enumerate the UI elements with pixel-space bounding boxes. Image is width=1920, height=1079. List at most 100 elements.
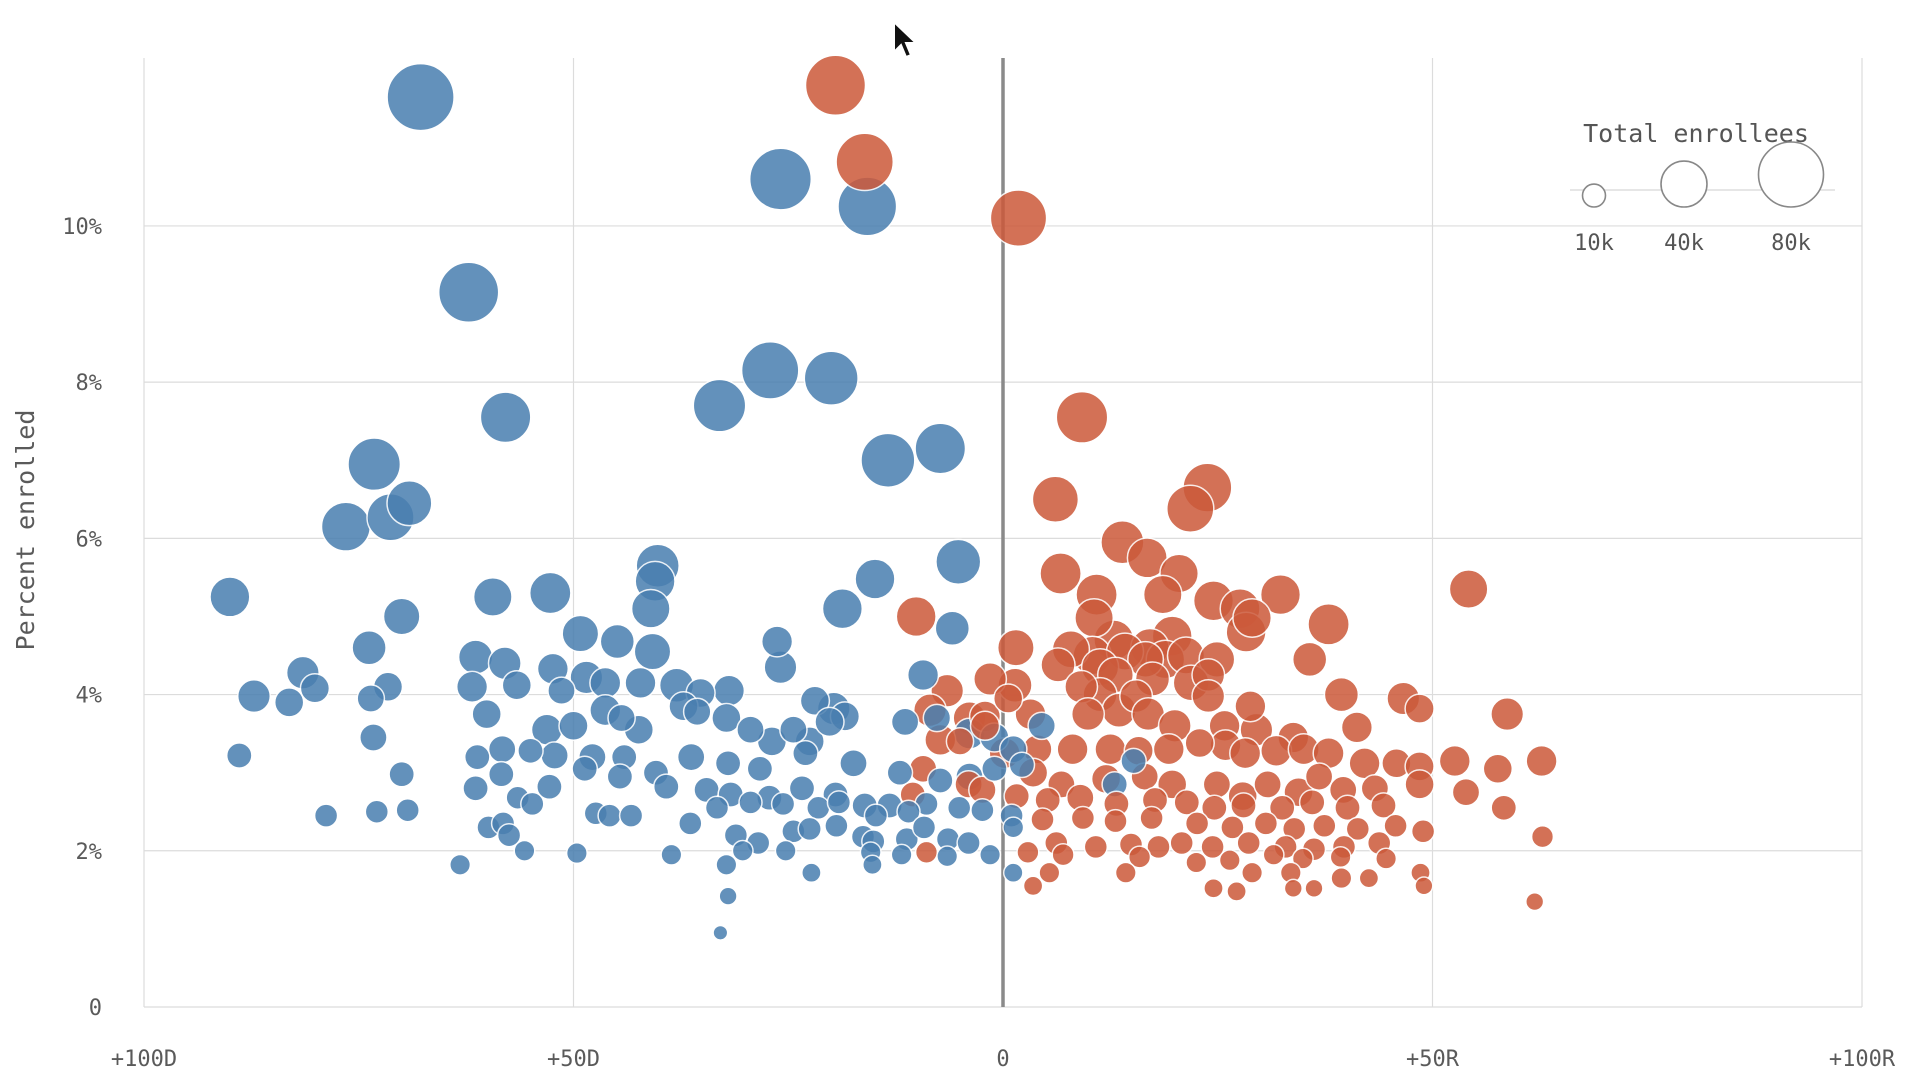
data-point-republican — [1232, 598, 1273, 638]
data-point-republican — [1040, 647, 1076, 683]
data-point-republican — [1055, 390, 1109, 444]
data-point-republican — [914, 840, 939, 864]
data-point-democrat — [906, 658, 940, 692]
data-point-republican — [1218, 849, 1241, 872]
data-point-democrat — [1002, 862, 1024, 884]
legend-size-circle — [1757, 141, 1825, 208]
data-point-democrat — [561, 614, 600, 653]
data-point-democrat — [711, 702, 742, 734]
data-point-democrat — [1008, 751, 1036, 779]
data-point-democrat — [463, 743, 491, 771]
data-point-democrat — [854, 558, 896, 600]
data-point-democrat — [472, 576, 513, 617]
data-point-democrat — [678, 811, 703, 836]
y-tick-label: 2% — [76, 840, 103, 865]
data-point-republican — [1038, 861, 1061, 884]
data-point-republican — [1173, 789, 1201, 816]
data-point-republican — [1490, 794, 1518, 822]
data-point-democrat — [356, 684, 386, 713]
data-point-democrat — [890, 707, 920, 737]
data-point-democrat — [946, 795, 972, 821]
data-point-republican — [1114, 861, 1137, 884]
data-point-democrat — [359, 723, 388, 752]
data-point-democrat — [979, 843, 1002, 866]
data-point-democrat — [799, 685, 831, 717]
data-point-republican — [1438, 744, 1471, 778]
data-point-democrat — [487, 734, 517, 764]
legend-title: Total enrollees — [1583, 119, 1809, 148]
data-point-republican — [1016, 840, 1040, 864]
data-point-republican — [1070, 697, 1106, 732]
x-tick-label: +50R — [1406, 1047, 1460, 1072]
data-point-republican — [1291, 641, 1328, 678]
legend-size-label: 40k — [1664, 231, 1704, 256]
data-point-democrat — [536, 773, 563, 801]
data-point-republican — [1304, 878, 1324, 898]
data-point-democrat — [890, 843, 913, 866]
data-point-republican — [1103, 808, 1128, 834]
data-point-republican — [1268, 794, 1296, 822]
data-point-democrat — [449, 853, 472, 876]
data-point-republican — [1184, 727, 1215, 759]
data-point-democrat — [935, 538, 982, 585]
data-point-republican — [992, 683, 1024, 714]
data-point-democrat — [520, 791, 545, 817]
data-point-republican — [1490, 697, 1525, 732]
data-point-democrat — [970, 797, 995, 823]
data-point-democrat — [236, 679, 272, 714]
data-point-democrat — [320, 501, 372, 552]
data-point-democrat — [209, 576, 251, 618]
data-point-republican — [1525, 744, 1558, 778]
data-point-democrat — [606, 763, 634, 790]
data-point-democrat — [714, 749, 742, 777]
data-point-democrat — [528, 571, 572, 615]
data-point-republican — [1404, 693, 1435, 724]
data-point-republican — [1291, 847, 1314, 870]
data-point-republican — [1312, 813, 1337, 839]
data-point-republican — [1530, 825, 1555, 849]
data-point-democrat — [571, 755, 599, 783]
data-point-republican — [1200, 794, 1228, 822]
data-point-democrat — [774, 839, 797, 862]
data-point-republican — [835, 132, 895, 192]
data-point-republican — [996, 628, 1035, 667]
data-point-democrat — [821, 588, 864, 630]
data-point-republican — [1404, 769, 1435, 800]
data-point-democrat — [313, 803, 339, 828]
data-point-democrat — [457, 639, 494, 675]
data-point-democrat — [839, 748, 868, 778]
data-point-democrat — [803, 350, 859, 406]
data-point-democrat — [1120, 747, 1147, 775]
data-point-republican — [1451, 777, 1481, 807]
data-point-republican — [1203, 877, 1224, 899]
data-point-republican — [1283, 878, 1303, 898]
data-point-democrat — [618, 803, 644, 828]
data-point-republican — [1410, 819, 1436, 844]
data-points — [209, 54, 1558, 941]
data-point-republican — [1329, 845, 1352, 869]
data-point-democrat — [731, 839, 754, 862]
data-point-republican — [1185, 851, 1208, 874]
data-point-democrat — [956, 830, 981, 856]
data-point-republican — [1083, 834, 1109, 860]
data-point-republican — [1304, 762, 1334, 791]
data-point-republican — [1241, 861, 1264, 884]
data-point-democrat — [788, 774, 816, 802]
data-point-republican — [1345, 816, 1371, 842]
data-point-democrat — [676, 742, 706, 772]
x-tick-label: 0 — [996, 1047, 1009, 1072]
data-point-republican — [1230, 792, 1257, 819]
data-point-democrat — [1027, 711, 1057, 741]
data-point-democrat — [624, 666, 657, 700]
data-point-democrat — [496, 822, 522, 848]
data-point-republican — [1414, 876, 1434, 896]
legend-size-label: 80k — [1771, 231, 1811, 256]
data-point-democrat — [860, 432, 916, 488]
data-point-democrat — [660, 843, 683, 866]
data-point-republican — [1051, 843, 1075, 867]
data-point-democrat — [517, 737, 544, 765]
legend-size-circle — [1581, 183, 1607, 208]
y-tick-label: 0 — [89, 996, 102, 1021]
data-point-democrat — [792, 739, 819, 767]
